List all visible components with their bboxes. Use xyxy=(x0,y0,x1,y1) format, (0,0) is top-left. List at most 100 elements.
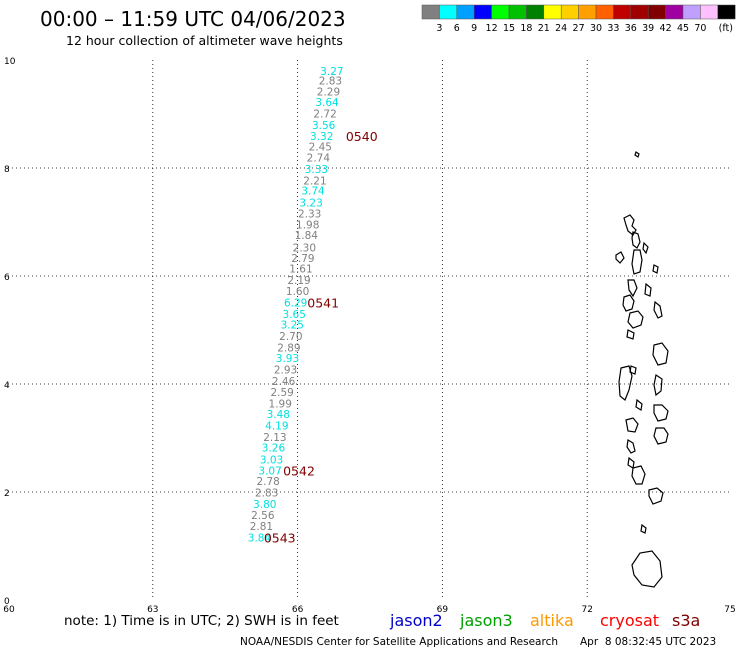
wave-height-value: 2.59 xyxy=(270,387,293,399)
legend-swatch xyxy=(543,4,562,20)
chart-title: 00:00 – 11:59 UTC 04/06/2023 xyxy=(40,7,346,31)
legend-label: 6 xyxy=(454,23,460,34)
wave-height-value: 2.93 xyxy=(274,364,297,376)
satellite-legend: jason2 jason3 altika cryosat s3a xyxy=(389,611,700,630)
wave-height-value: 2.56 xyxy=(251,510,275,522)
wave-height-value: 3.74 xyxy=(301,186,325,198)
wave-height-value: 2.29 xyxy=(317,86,340,98)
island-outline xyxy=(629,365,637,375)
wave-height-value: 1.84 xyxy=(295,230,319,242)
time-label: 0543 xyxy=(264,530,296,545)
legend-label: 30 xyxy=(590,23,602,34)
chart-subtitle: 12 hour collection of altimeter wave hei… xyxy=(66,33,343,48)
wave-height-value: 2.83 xyxy=(319,76,342,88)
satellite-name: cryosat xyxy=(600,611,659,630)
island-outline xyxy=(631,231,641,249)
wave-height-value: 1.60 xyxy=(286,286,309,298)
wave-height-value: 2.19 xyxy=(287,275,310,287)
legend-label: 12 xyxy=(486,23,498,34)
island-outline xyxy=(622,294,635,312)
legend-swatch xyxy=(526,4,545,20)
x-tick-label: 63 xyxy=(147,605,158,615)
time-labels: 0540 0541 0542 0543 xyxy=(264,129,378,545)
grid xyxy=(8,60,732,600)
wave-height-value: 3.93 xyxy=(276,353,299,365)
x-tick-label: 69 xyxy=(437,605,449,615)
legend-label: 27 xyxy=(573,23,585,34)
wave-height-value: 6.29 xyxy=(284,297,307,309)
y-tick-label: 0 xyxy=(4,597,10,607)
wave-height-value: 2.72 xyxy=(313,108,336,120)
time-label: 0542 xyxy=(283,463,315,478)
island-outline xyxy=(626,439,636,454)
wave-height-value: 2.30 xyxy=(293,242,316,254)
legend-swatch xyxy=(439,4,458,20)
x-tick-label: 75 xyxy=(724,605,735,615)
legend-swatch xyxy=(473,4,492,20)
legend-swatch xyxy=(700,4,719,20)
time-label: 0540 xyxy=(346,129,378,144)
legend-label: 36 xyxy=(625,23,637,34)
island-outline xyxy=(615,251,625,264)
legend-swatch xyxy=(491,4,510,20)
legend-swatch xyxy=(647,4,666,20)
legend-label: 21 xyxy=(538,23,550,34)
island-outline xyxy=(653,404,669,422)
footer-timestamp: Apr 8 08:32:45 UTC 2023 xyxy=(580,636,716,648)
satellite-name: jason2 xyxy=(389,611,443,630)
island-outline xyxy=(653,374,663,397)
legend-swatch xyxy=(421,4,440,20)
wave-height-value: 3.56 xyxy=(312,120,336,132)
x-tick-label: 72 xyxy=(581,605,592,615)
legend-label: 39 xyxy=(642,23,654,34)
wave-height-value: 1.61 xyxy=(289,263,312,275)
legend-swatch xyxy=(595,4,614,20)
island-outline xyxy=(635,398,643,411)
legend-label: 9 xyxy=(471,23,477,34)
legend-label: 15 xyxy=(503,23,515,34)
y-axis-ticks: 0 2 4 6 8 10 xyxy=(4,57,16,607)
island-outline xyxy=(642,241,649,255)
island-outline xyxy=(644,282,652,297)
color-legend: 3 6 9 12 15 18 21 24 27 30 33 36 39 42 45 70 (ft) xyxy=(421,4,736,34)
island-outline xyxy=(618,365,633,401)
island-outline xyxy=(627,279,638,298)
wave-height-value: 3.03 xyxy=(260,455,283,467)
wave-height-value: 3.27 xyxy=(320,66,343,78)
wave-height-value: 4.19 xyxy=(265,421,288,433)
legend-swatch xyxy=(717,4,736,20)
wave-height-value: 1.99 xyxy=(269,398,292,410)
legend-label: 24 xyxy=(555,23,567,34)
wave-height-value: 2.81 xyxy=(250,521,273,533)
legend-label: 45 xyxy=(677,23,689,34)
wave-height-value: 2.45 xyxy=(309,141,332,153)
wave-height-value: 2.70 xyxy=(279,331,302,343)
island-outline xyxy=(626,329,635,340)
wave-height-value: 2.33 xyxy=(298,208,321,220)
island-outline xyxy=(623,214,637,236)
wave-height-value: 2.89 xyxy=(277,342,300,354)
wave-height-value: 3.32 xyxy=(310,131,333,143)
legend-label: 3 xyxy=(436,23,442,34)
island-outline xyxy=(631,465,646,485)
legend-swatch xyxy=(560,4,579,20)
legend-swatch xyxy=(630,4,649,20)
y-tick-label: 8 xyxy=(4,165,10,175)
legend-swatch xyxy=(456,4,475,20)
coastline-islands xyxy=(615,151,669,588)
wave-height-value: 3.84 xyxy=(248,532,272,544)
x-tick-label: 66 xyxy=(292,605,304,615)
island-outline xyxy=(653,427,669,445)
satellite-name: s3a xyxy=(672,611,700,630)
satellite-name: altika xyxy=(530,611,574,630)
wave-height-value: 2.13 xyxy=(263,432,286,444)
y-tick-label: 10 xyxy=(4,57,16,67)
y-tick-label: 6 xyxy=(4,273,10,283)
island-outline xyxy=(634,151,640,158)
footer-credit: NOAA/NESDIS Center for Satellite Applica… xyxy=(240,636,558,648)
legend-label: 33 xyxy=(607,23,619,34)
legend-swatch xyxy=(578,4,597,20)
wave-height-value: 3.80 xyxy=(253,499,276,511)
